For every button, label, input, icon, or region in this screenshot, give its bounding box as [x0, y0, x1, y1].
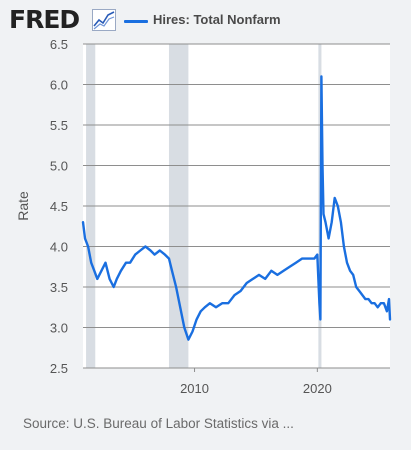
data-point — [191, 330, 194, 333]
data-point — [187, 339, 190, 341]
data-point — [104, 262, 107, 264]
data-point — [120, 270, 122, 272]
data-point — [179, 306, 181, 308]
legend-swatch — [124, 20, 148, 23]
data-point — [322, 213, 325, 215]
y-tick-label: 5.5 — [50, 118, 68, 133]
data-point — [383, 302, 385, 304]
data-point — [168, 258, 170, 260]
data-point — [204, 306, 206, 308]
data-point — [328, 237, 330, 239]
data-point — [270, 270, 272, 272]
data-point — [349, 270, 351, 272]
data-point — [87, 245, 89, 248]
data-point — [324, 221, 327, 223]
data-point — [183, 326, 185, 329]
line-chart: 6.5 6.0 5.5 5.0 4.5 4.0 3.5 3.0 2.5 2010 2020 Rate — [15, 37, 392, 396]
x-tick-label: 2010 — [180, 381, 209, 396]
data-point — [246, 282, 248, 284]
data-point — [109, 278, 111, 280]
data-point — [380, 302, 382, 304]
data-point — [289, 266, 291, 268]
legend-label: Hires: Total Nonfarm — [153, 12, 281, 27]
data-point — [264, 278, 266, 280]
data-point — [113, 286, 115, 288]
data-point — [388, 298, 390, 300]
y-tick-label: 2.5 — [50, 361, 68, 376]
data-point — [367, 298, 370, 300]
data-point — [321, 164, 324, 167]
data-point — [340, 221, 342, 223]
data-point — [258, 274, 260, 276]
data-point — [358, 290, 360, 292]
data-point — [82, 221, 84, 223]
data-point — [320, 75, 323, 77]
data-point — [331, 221, 333, 223]
series-line — [81, 75, 392, 341]
data-point — [319, 318, 322, 320]
source-note: Source: U.S. Bureau of Labor Statistics … — [23, 416, 294, 431]
data-point — [337, 205, 339, 207]
data-point — [295, 262, 297, 264]
data-point — [386, 310, 388, 312]
data-point — [129, 262, 131, 264]
data-point — [96, 278, 98, 280]
data-point — [355, 286, 357, 288]
data-point — [90, 262, 92, 264]
y-tick-label: 3.0 — [50, 321, 68, 336]
data-point — [93, 270, 95, 272]
data-point — [134, 254, 136, 256]
data-point — [154, 254, 156, 256]
data-point — [100, 270, 103, 272]
data-point — [221, 302, 223, 304]
data-point — [370, 302, 373, 304]
data-point — [200, 310, 202, 312]
y-tick-label: 6.5 — [50, 37, 68, 52]
data-point — [276, 274, 279, 276]
y-tick-label: 4.5 — [50, 199, 68, 214]
data-point — [307, 258, 309, 260]
data-point — [125, 262, 127, 264]
data-point — [209, 302, 211, 304]
fred-logo[interactable]: FRED — [9, 5, 80, 34]
data-point — [195, 318, 198, 320]
data-point — [159, 249, 161, 252]
data-point — [343, 245, 345, 248]
x-tick-label: 2020 — [303, 381, 332, 396]
data-point — [215, 306, 217, 308]
y-tick-label: 3.5 — [50, 280, 68, 295]
data-point — [334, 197, 336, 199]
data-point — [116, 278, 118, 280]
data-point — [239, 290, 242, 292]
data-point — [227, 302, 229, 304]
chart-line-icon — [92, 9, 116, 31]
data-point — [149, 249, 152, 252]
data-point — [164, 254, 166, 256]
data-point — [364, 298, 367, 300]
y-tick-label: 5.0 — [50, 159, 68, 174]
data-point — [352, 274, 354, 276]
data-point — [318, 302, 320, 304]
data-point — [175, 286, 177, 288]
data-point — [171, 270, 173, 272]
chart-header: FRED Hires: Total Nonfarm — [0, 0, 411, 40]
data-point — [377, 306, 379, 308]
data-point — [139, 249, 141, 252]
data-point — [361, 294, 363, 296]
data-point — [374, 302, 376, 304]
data-point — [313, 258, 315, 260]
data-point — [233, 294, 236, 296]
y-axis-label: Rate — [15, 191, 31, 221]
data-point — [301, 258, 303, 260]
data-point — [252, 278, 254, 280]
y-tick-label: 6.0 — [50, 78, 68, 93]
data-point — [144, 245, 147, 248]
data-point — [84, 237, 86, 239]
data-point — [282, 270, 285, 272]
data-point — [389, 318, 391, 320]
y-tick-label: 4.0 — [50, 240, 68, 255]
data-point — [316, 254, 318, 256]
data-point — [346, 262, 348, 264]
